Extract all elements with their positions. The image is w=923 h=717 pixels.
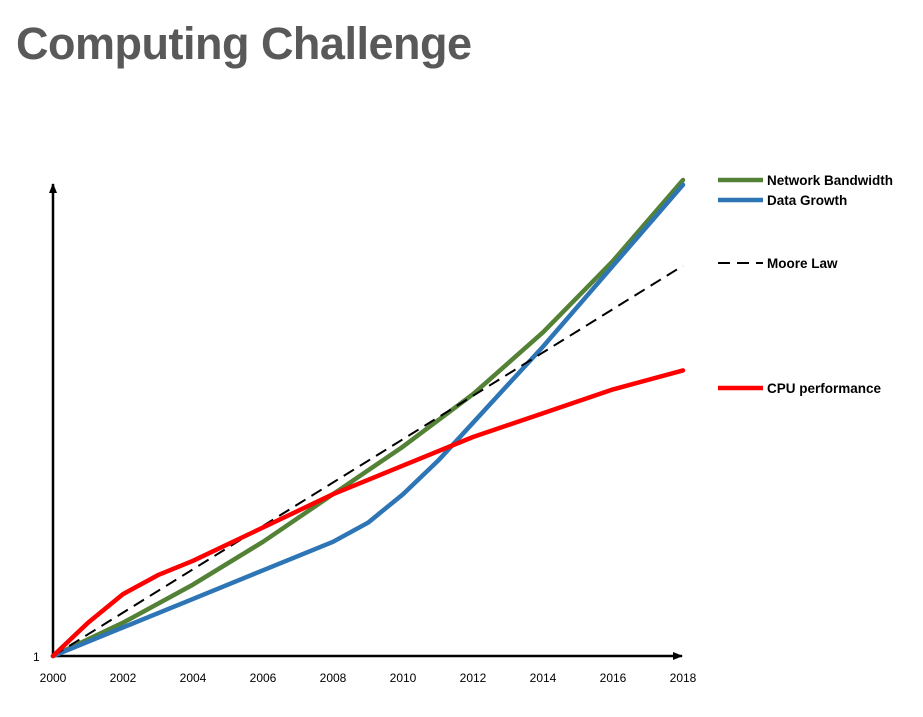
- legend: Network Bandwidth Data Growth Moore Law CPU…: [718, 173, 893, 396]
- series-line-moore-law: [52, 264, 684, 657]
- legend-label: Data Growth: [767, 193, 847, 208]
- x-tick-label: 2004: [180, 671, 207, 685]
- x-tick-label: 2000: [40, 671, 67, 685]
- axes: 2000 2002 2004 2006 2008 2010 2012 2014 2016 2018…: [33, 183, 697, 685]
- series-line-network-bandwidth: [50, 177, 686, 659]
- x-tick-label: 2002: [110, 671, 137, 685]
- series-layer: [50, 177, 686, 659]
- legend-label: Moore Law: [767, 256, 838, 271]
- x-tick-label: 2016: [600, 671, 627, 685]
- x-tick-label: 2006: [250, 671, 277, 685]
- legend-label: Network Bandwidth: [767, 173, 893, 188]
- legend-label: CPU performance: [767, 381, 882, 396]
- x-tick-label: 2008: [320, 671, 347, 685]
- y-tick-label: 1: [33, 650, 40, 664]
- x-tick-label: 2018: [670, 671, 697, 685]
- x-tick-label: 2012: [460, 671, 487, 685]
- chart-title: Computing Challenge: [16, 18, 472, 69]
- series-line-cpu-performance: [50, 368, 686, 659]
- x-tick-label: 2014: [530, 671, 557, 685]
- series-line-data-growth: [50, 182, 686, 659]
- x-tick-label: 2010: [390, 671, 417, 685]
